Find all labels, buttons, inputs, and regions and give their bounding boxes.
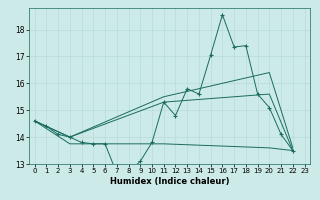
X-axis label: Humidex (Indice chaleur): Humidex (Indice chaleur) [110, 177, 229, 186]
